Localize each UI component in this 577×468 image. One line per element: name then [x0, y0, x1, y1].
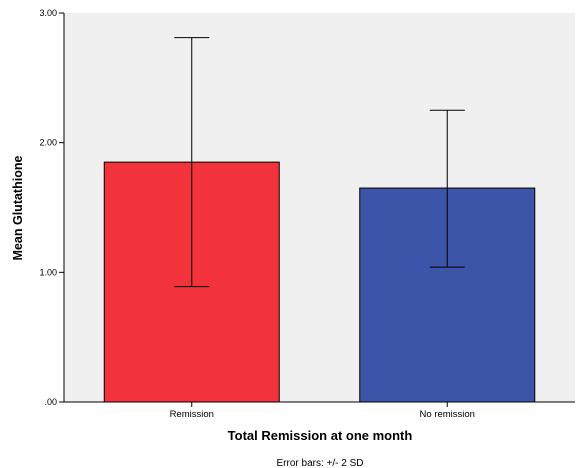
- y-tick-label-1: 1.00: [39, 267, 57, 277]
- y-axis-title: Mean Glutathione: [11, 156, 25, 261]
- y-tick-label-0: .00: [44, 397, 57, 407]
- x-tick-label-1: No remission: [420, 409, 475, 420]
- x-ticks-layer: Remission No remission: [170, 402, 475, 420]
- error-bars-layer: [174, 37, 465, 288]
- x-tick-label-0: Remission: [170, 409, 214, 420]
- y-ticks-layer: .00 1.00 2.00 3.00: [39, 8, 64, 407]
- y-tick-label-3: 3.00: [39, 8, 57, 18]
- error-bars-footnote: Error bars: +/- 2 SD: [277, 458, 364, 468]
- y-tick-label-2: 2.00: [39, 138, 57, 148]
- x-axis-title: Total Remission at one month: [228, 428, 413, 443]
